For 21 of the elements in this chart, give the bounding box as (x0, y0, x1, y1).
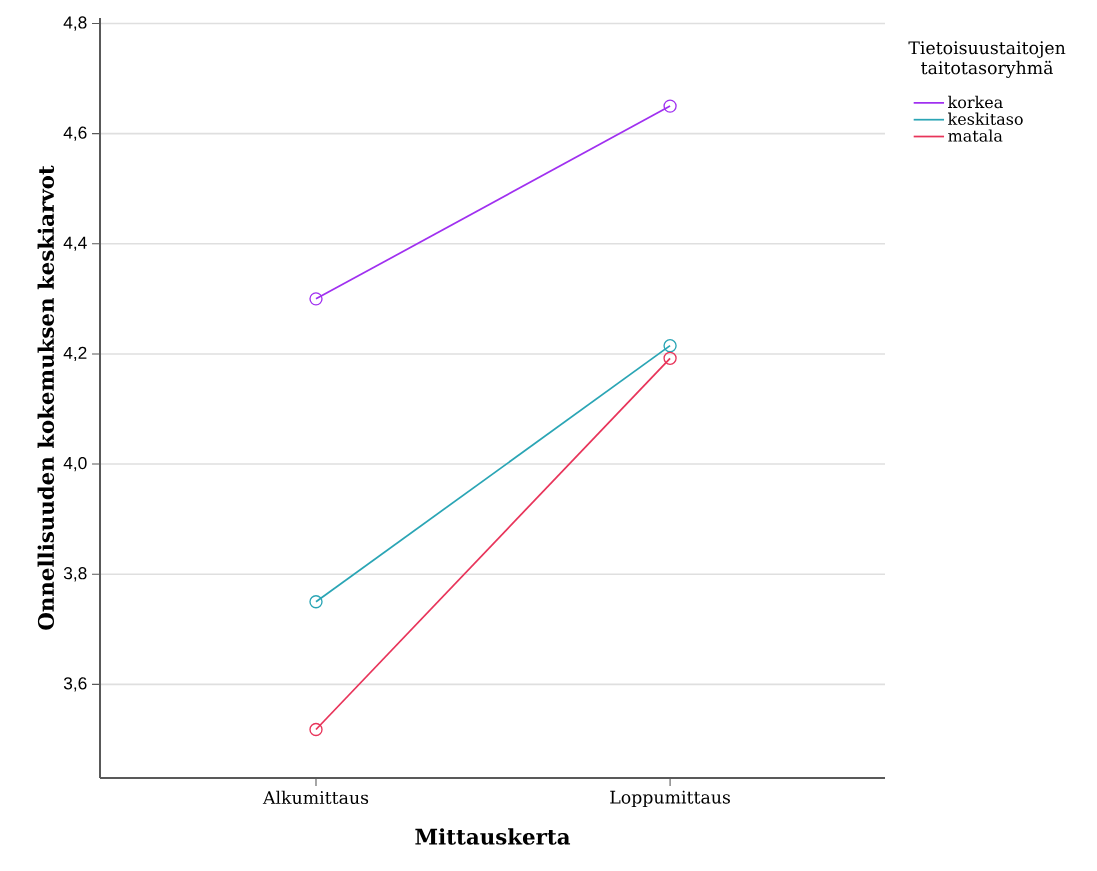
point (663, 351, 677, 366)
y-tick-label: 4,4 (63, 236, 87, 251)
x-tick-label: Loppumittaus (610, 790, 730, 808)
x-axis-title: Mittauskerta (415, 828, 571, 845)
legend-label: keskitaso (948, 112, 1023, 125)
x-tick-label: Alkumittaus (262, 790, 369, 805)
point (663, 99, 677, 113)
legend-label: matala (948, 129, 1003, 142)
y-tick-label: 3,8 (63, 567, 87, 582)
y-tick-label: 4,8 (63, 16, 87, 31)
y-tick-label: 4,0 (63, 456, 87, 472)
legend-title: Tietoisuustaitojen taitotasoryhmä (908, 41, 1066, 78)
y-tick-label: 4,2 (63, 346, 87, 362)
point (663, 339, 677, 353)
point (309, 595, 323, 609)
y-tick-label: 3,6 (63, 677, 87, 692)
y-axis-title: Onnellisuuden kokemuksen keskiarvot (37, 165, 55, 630)
legend-label: korkea (948, 95, 1003, 109)
point (309, 722, 323, 737)
point (309, 292, 323, 306)
y-tick-label: 4,6 (63, 126, 87, 141)
